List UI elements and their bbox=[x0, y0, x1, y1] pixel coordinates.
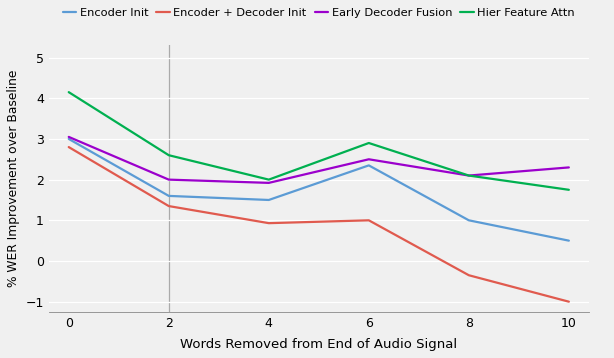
Hier Feature Attn bbox=[65, 90, 72, 94]
Encoder + Decoder Init bbox=[365, 218, 373, 222]
Early Decoder Fusion bbox=[565, 165, 572, 170]
Encoder Init bbox=[265, 198, 273, 202]
Encoder Init bbox=[365, 163, 373, 168]
Encoder Init bbox=[465, 218, 473, 222]
Encoder Init bbox=[165, 194, 173, 198]
Legend: Encoder Init, Encoder + Decoder Init, Early Decoder Fusion, Hier Feature Attn: Encoder Init, Encoder + Decoder Init, Ea… bbox=[63, 8, 575, 18]
Encoder + Decoder Init bbox=[565, 300, 572, 304]
Hier Feature Attn bbox=[165, 153, 173, 158]
Hier Feature Attn bbox=[265, 178, 273, 182]
Early Decoder Fusion bbox=[365, 157, 373, 161]
Encoder + Decoder Init bbox=[165, 204, 173, 208]
Hier Feature Attn bbox=[365, 141, 373, 145]
Line: Encoder + Decoder Init: Encoder + Decoder Init bbox=[69, 147, 569, 302]
X-axis label: Words Removed from End of Audio Signal: Words Removed from End of Audio Signal bbox=[181, 338, 457, 351]
Encoder + Decoder Init bbox=[265, 221, 273, 225]
Encoder + Decoder Init bbox=[465, 273, 473, 277]
Hier Feature Attn bbox=[465, 173, 473, 178]
Hier Feature Attn bbox=[565, 188, 572, 192]
Line: Encoder Init: Encoder Init bbox=[69, 139, 569, 241]
Encoder Init bbox=[65, 137, 72, 141]
Encoder Init bbox=[565, 238, 572, 243]
Early Decoder Fusion bbox=[265, 181, 273, 185]
Y-axis label: % WER Improvement over Baseline: % WER Improvement over Baseline bbox=[7, 70, 20, 287]
Early Decoder Fusion bbox=[465, 173, 473, 178]
Line: Early Decoder Fusion: Early Decoder Fusion bbox=[69, 137, 569, 183]
Early Decoder Fusion bbox=[65, 135, 72, 139]
Encoder + Decoder Init bbox=[65, 145, 72, 149]
Early Decoder Fusion bbox=[165, 178, 173, 182]
Line: Hier Feature Attn: Hier Feature Attn bbox=[69, 92, 569, 190]
